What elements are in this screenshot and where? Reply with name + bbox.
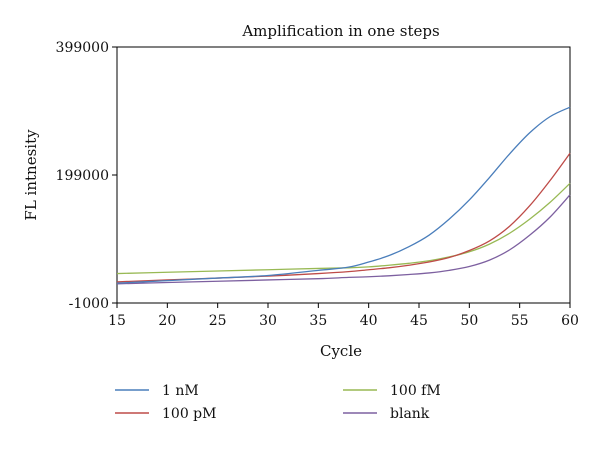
x-tick-label: 60 — [561, 313, 579, 329]
y-axis-label: FL intnesity — [22, 129, 40, 221]
x-tick-label: 35 — [309, 313, 327, 329]
series-line-100-fm — [116, 182, 571, 275]
series-lines — [116, 106, 571, 285]
y-tick-label: -1000 — [69, 296, 109, 312]
x-tick-label: 30 — [259, 313, 277, 329]
x-tick-label: 20 — [158, 313, 176, 329]
legend-label-1-nm: 1 nM — [162, 383, 199, 399]
x-tick-label: 55 — [511, 313, 529, 329]
legend-label-100-fm: 100 fM — [390, 383, 441, 399]
chart-title: Amplification in one steps — [241, 22, 439, 40]
x-tick-label: 25 — [209, 313, 227, 329]
series-line-blank — [116, 194, 571, 285]
x-tick-label: 40 — [360, 313, 378, 329]
x-axis-label: Cycle — [320, 342, 362, 360]
legend-label-blank: blank — [390, 406, 430, 422]
x-tick-label: 50 — [460, 313, 478, 329]
y-tick-label: 199000 — [56, 168, 109, 184]
series-line-100-pm — [116, 152, 571, 283]
legend: 1 nM 100 pM 100 fM blank — [115, 383, 441, 422]
plot-frame — [116, 46, 571, 304]
x-axis-ticks: 15 20 25 30 35 40 45 50 55 60 — [108, 303, 579, 329]
x-tick-label: 15 — [108, 313, 126, 329]
legend-label-100-pm: 100 pM — [162, 406, 216, 422]
y-tick-label: 399000 — [56, 40, 109, 56]
x-tick-label: 45 — [410, 313, 428, 329]
series-line-1-nm — [116, 106, 571, 284]
y-axis-ticks: -1000 199000 399000 — [56, 40, 117, 312]
